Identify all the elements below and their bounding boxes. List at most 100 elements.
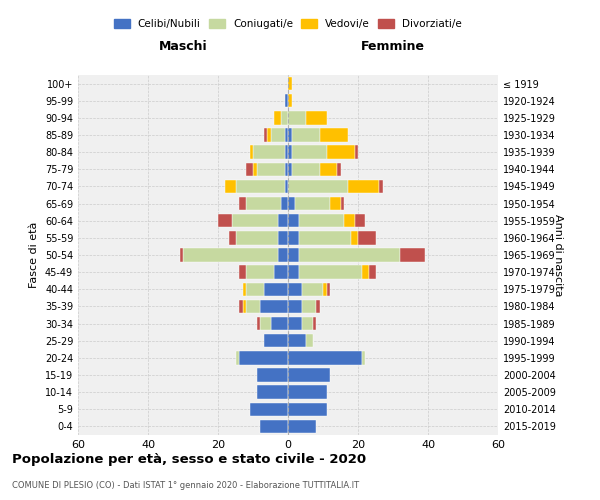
Bar: [288, 266, 299, 279]
Bar: [246, 162, 253, 176]
Bar: [274, 266, 288, 279]
Bar: [326, 146, 355, 159]
Bar: [379, 180, 383, 193]
Bar: [260, 317, 271, 330]
Bar: [260, 420, 288, 433]
Bar: [246, 197, 281, 210]
Bar: [341, 197, 344, 210]
Bar: [250, 402, 288, 416]
Bar: [288, 162, 292, 176]
Bar: [246, 300, 260, 313]
Y-axis label: Fasce di età: Fasce di età: [29, 222, 39, 288]
Bar: [292, 146, 326, 159]
Bar: [288, 282, 302, 296]
Bar: [288, 300, 302, 313]
Bar: [288, 197, 295, 210]
Bar: [267, 128, 271, 141]
Bar: [288, 368, 330, 382]
Bar: [253, 146, 284, 159]
Bar: [260, 300, 288, 313]
Bar: [281, 197, 288, 210]
Text: Femmine: Femmine: [361, 40, 425, 52]
Bar: [179, 248, 183, 262]
Bar: [302, 300, 316, 313]
Bar: [305, 111, 326, 124]
Text: Maschi: Maschi: [158, 40, 208, 52]
Bar: [250, 146, 253, 159]
Bar: [253, 162, 257, 176]
Bar: [358, 231, 376, 244]
Bar: [288, 402, 326, 416]
Bar: [235, 231, 277, 244]
Bar: [281, 111, 288, 124]
Bar: [242, 282, 246, 296]
Bar: [232, 214, 277, 228]
Bar: [277, 248, 288, 262]
Bar: [288, 94, 292, 108]
Bar: [299, 231, 351, 244]
Bar: [344, 214, 355, 228]
Bar: [292, 128, 320, 141]
Bar: [277, 231, 288, 244]
Bar: [313, 317, 316, 330]
Bar: [263, 282, 288, 296]
Bar: [263, 128, 267, 141]
Bar: [299, 266, 361, 279]
Bar: [361, 351, 365, 364]
Bar: [330, 197, 341, 210]
Bar: [288, 386, 326, 399]
Bar: [320, 162, 337, 176]
Bar: [323, 282, 326, 296]
Bar: [299, 214, 344, 228]
Bar: [284, 180, 288, 193]
Bar: [284, 94, 288, 108]
Bar: [305, 334, 313, 347]
Bar: [257, 368, 288, 382]
Bar: [271, 317, 288, 330]
Text: Anni di nascita: Anni di nascita: [553, 214, 563, 296]
Bar: [288, 248, 299, 262]
Bar: [284, 146, 288, 159]
Bar: [302, 282, 323, 296]
Bar: [235, 180, 284, 193]
Bar: [288, 77, 292, 90]
Bar: [295, 197, 330, 210]
Bar: [239, 300, 242, 313]
Bar: [288, 111, 305, 124]
Bar: [274, 111, 281, 124]
Legend: Celibi/Nubili, Coniugati/e, Vedovi/e, Divorziati/e: Celibi/Nubili, Coniugati/e, Vedovi/e, Di…: [114, 19, 462, 29]
Bar: [239, 266, 246, 279]
Bar: [351, 231, 358, 244]
Bar: [400, 248, 425, 262]
Bar: [326, 282, 330, 296]
Bar: [288, 231, 299, 244]
Bar: [361, 266, 368, 279]
Bar: [257, 386, 288, 399]
Bar: [288, 146, 292, 159]
Bar: [316, 300, 320, 313]
Bar: [337, 162, 341, 176]
Bar: [288, 317, 302, 330]
Bar: [277, 214, 288, 228]
Bar: [263, 334, 288, 347]
Bar: [235, 351, 239, 364]
Bar: [246, 282, 263, 296]
Bar: [292, 162, 320, 176]
Text: Popolazione per età, sesso e stato civile - 2020: Popolazione per età, sesso e stato civil…: [12, 452, 366, 466]
Bar: [368, 266, 376, 279]
Bar: [284, 162, 288, 176]
Bar: [299, 248, 400, 262]
Bar: [218, 214, 232, 228]
Bar: [288, 334, 305, 347]
Bar: [239, 351, 288, 364]
Bar: [242, 300, 246, 313]
Bar: [239, 197, 246, 210]
Bar: [320, 128, 347, 141]
Bar: [288, 420, 316, 433]
Bar: [288, 180, 347, 193]
Bar: [271, 128, 284, 141]
Bar: [257, 317, 260, 330]
Bar: [288, 351, 361, 364]
Bar: [284, 128, 288, 141]
Bar: [225, 180, 235, 193]
